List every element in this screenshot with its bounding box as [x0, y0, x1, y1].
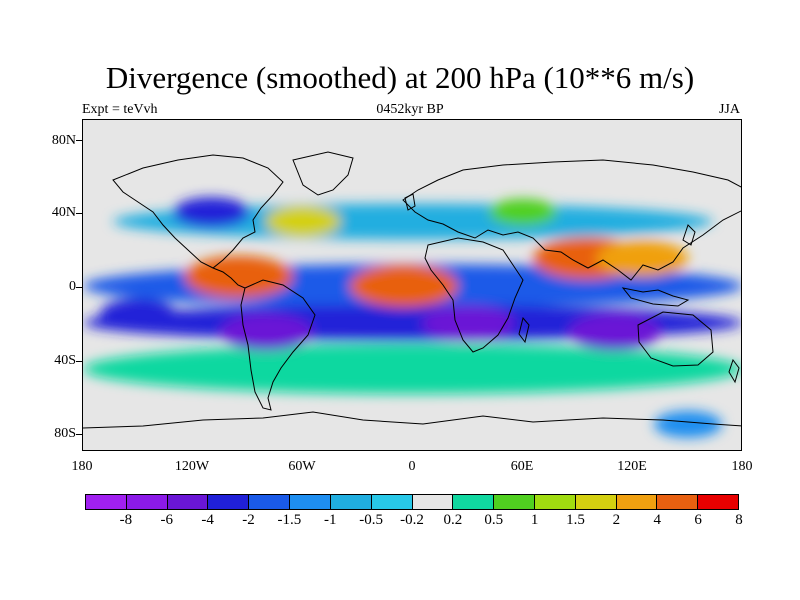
map-title: Divergence (smoothed) at 200 hPa (10**6 …: [105, 60, 695, 95]
coast-greenland: [292, 151, 354, 196]
field-region: [596, 240, 689, 277]
field-region: [220, 314, 313, 351]
colorbar-label: 2: [612, 512, 621, 528]
colorbar-swatch: [249, 495, 291, 509]
colorbar-swatch: [657, 495, 699, 509]
coast-africa: [424, 237, 524, 353]
coast-australia: [637, 311, 714, 367]
y-tick-mark: [76, 434, 82, 435]
colorbar-swatch: [616, 495, 658, 509]
colorbar-swatch: [412, 495, 454, 509]
colorbar-label: 1.5: [566, 512, 585, 528]
colorbar-swatch: [371, 495, 413, 509]
coast-madagascar: [518, 316, 530, 344]
y-tick-mark: [76, 140, 82, 141]
coast-south-america: [240, 279, 316, 411]
divergence-field: [83, 197, 741, 438]
field-region: [184, 255, 293, 298]
coastlines: [83, 151, 741, 429]
colorbar-label: -8: [119, 512, 133, 528]
colorbar-label: 8: [735, 512, 743, 528]
field-region: [422, 304, 514, 341]
coast-antarctica: [83, 411, 741, 429]
field-region: [349, 265, 458, 307]
x-tick-label: 180: [731, 459, 753, 474]
field-band: [113, 203, 713, 240]
x-tick-label: 120E: [617, 459, 647, 474]
colorbar-swatch: [126, 495, 168, 509]
colorbar-swatch: [290, 495, 331, 509]
colorbar-swatch: [698, 495, 738, 509]
coast-north-america: [112, 154, 284, 269]
y-tick-label: 80S: [54, 426, 76, 441]
colorbar-label: -0.5: [359, 512, 383, 528]
x-tick-label: 180: [71, 459, 93, 474]
colorbar-swatch: [208, 495, 250, 509]
colorbar-swatch: [534, 495, 576, 509]
map-canvas: [83, 151, 741, 438]
coast-new-zealand: [728, 358, 740, 384]
colorbar: [85, 494, 739, 510]
x-tick-label: 0: [408, 459, 416, 474]
colorbar-label: 1: [530, 512, 539, 528]
x-tick-label: 120W: [174, 459, 210, 474]
colorbar-label: -0.2: [400, 512, 424, 528]
field-band: [83, 344, 741, 394]
field-region: [173, 197, 250, 228]
field-region: [654, 410, 722, 438]
colorbar-swatch: [167, 495, 209, 509]
coast-uk: [404, 193, 416, 211]
colorbar-swatch: [86, 495, 127, 509]
y-tick-mark: [76, 287, 82, 288]
coast-japan: [682, 224, 696, 246]
y-tick-label: 40S: [54, 353, 76, 368]
colorbar-label: 0.5: [484, 512, 504, 528]
colorbar-label: -4: [201, 512, 214, 528]
colorbar-label: -6: [160, 512, 174, 528]
season-label: JJA: [718, 102, 740, 117]
colorbar-swatch: [575, 495, 617, 509]
colorbar-label: -1.5: [277, 512, 302, 528]
colorbar-label: 6: [694, 512, 702, 528]
field-region: [100, 298, 176, 329]
coast-indonesia: [621, 287, 690, 307]
divergence-map: [82, 119, 742, 451]
experiment-label: Expt = teVvh: [82, 102, 158, 117]
field-region: [489, 198, 557, 226]
y-tick-label: 0: [69, 279, 76, 294]
y-tick-mark: [76, 213, 82, 214]
colorbar-label: 0.2: [443, 512, 463, 528]
y-tick-mark: [76, 361, 82, 362]
y-tick-label: 80N: [51, 133, 76, 148]
field-region: [265, 206, 341, 237]
coast-central-america: [212, 267, 246, 289]
colorbar-label: -2: [242, 512, 255, 528]
x-tick-label: 60E: [510, 459, 534, 474]
colorbar-swatch: [494, 495, 535, 509]
colorbar-swatch: [330, 495, 372, 509]
colorbar-label: -1: [324, 512, 337, 528]
y-tick-label: 40N: [51, 205, 76, 220]
colorbar-swatch: [453, 495, 495, 509]
time-label: 0452kyr BP: [376, 102, 444, 117]
field-region: [568, 314, 661, 351]
coast-europe-asia: [402, 159, 741, 281]
colorbar-label: 4: [653, 512, 662, 528]
x-tick-label: 60W: [288, 459, 316, 474]
